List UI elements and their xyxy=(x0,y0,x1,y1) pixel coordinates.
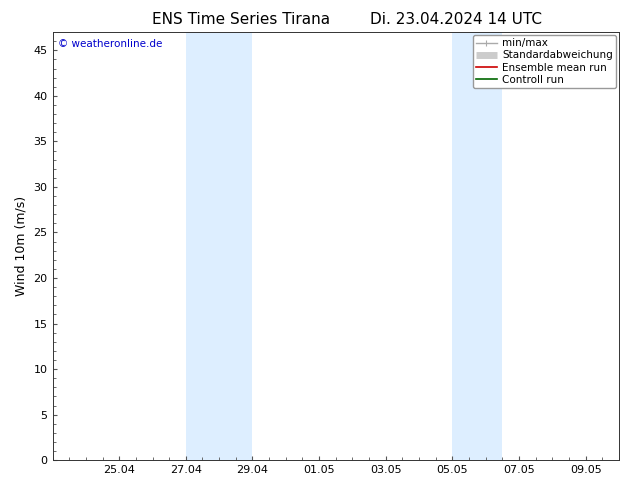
Y-axis label: Wind 10m (m/s): Wind 10m (m/s) xyxy=(15,196,28,296)
Legend: min/max, Standardabweichung, Ensemble mean run, Controll run: min/max, Standardabweichung, Ensemble me… xyxy=(473,35,616,88)
Bar xyxy=(453,32,502,460)
Text: ENS Time Series Tirana: ENS Time Series Tirana xyxy=(152,12,330,27)
Text: © weatheronline.de: © weatheronline.de xyxy=(58,39,162,49)
Bar xyxy=(186,32,252,460)
Text: Di. 23.04.2024 14 UTC: Di. 23.04.2024 14 UTC xyxy=(370,12,543,27)
